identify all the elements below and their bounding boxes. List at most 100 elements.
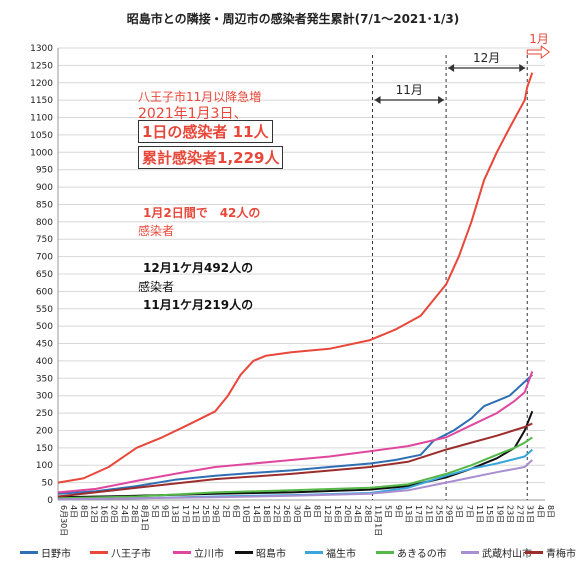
annotation-line6: 感染者: [138, 280, 175, 294]
legend-label: 立川市: [194, 549, 224, 560]
x-tick-label: 26日: [282, 505, 291, 523]
annotation-box1: 1日の感染者 11人: [138, 120, 273, 143]
x-tick-label: 29日: [445, 505, 454, 523]
series-line: [57, 374, 533, 495]
x-tick-label: 25日: [434, 505, 443, 523]
x-tick-label: 12日: [89, 505, 98, 523]
span-arrowhead-left: [374, 96, 381, 104]
y-tick-label: 150: [36, 444, 53, 454]
month-markers: 11月 12月 1月: [372, 32, 551, 500]
x-tick-label: 18日: [262, 505, 271, 523]
y-tick-label: 750: [36, 235, 53, 245]
x-tick-label: 5日: [150, 505, 159, 518]
x-tick-label: 28日: [130, 505, 139, 523]
legend-label: 八王子市: [111, 549, 151, 560]
jan-label: 1月: [529, 32, 549, 46]
x-tick-label: 14日: [252, 505, 261, 523]
x-tick-label: 5日: [384, 505, 393, 518]
x-tick-label: 17日: [181, 505, 190, 523]
y-tick-label: 50: [42, 479, 54, 489]
annotation-line7: 11月1ケ月219人の: [143, 298, 254, 312]
legend-label: 日野市: [41, 549, 71, 560]
legend-item: あきるの市: [376, 545, 447, 560]
x-tick-label: 24日: [120, 505, 129, 523]
x-tick-label: 6月30日: [59, 505, 68, 536]
x-tick-label: 9日: [160, 505, 169, 518]
x-tick-label: 8日: [313, 505, 322, 518]
x-tick-label: 11月1日: [374, 505, 383, 536]
x-tick-label: 10日: [242, 505, 251, 523]
annotation-line1: 八王子市11月以降急増: [138, 90, 262, 104]
y-tick-label: 300: [36, 392, 53, 402]
legend-swatch: [173, 551, 191, 554]
x-tick-label: 4日: [69, 505, 78, 518]
y-tick-label: 1100: [30, 114, 53, 124]
chart-title: 昭島市との隣接・周辺市の感染者発生累計(7/1～2021･1/3): [126, 12, 460, 26]
x-tick-label: 31日: [526, 505, 535, 523]
x-tick-label: 15日: [485, 505, 494, 523]
series-line: [57, 371, 534, 494]
annotation-line3: 1月2日間で 42人の: [143, 206, 261, 220]
x-tick-label: 22日: [272, 505, 281, 523]
x-tick-labels: 6月30日 4日 8日 12日 16日 20日 24日 28日 8月1日 5日 9日 13日 17日 21…: [59, 505, 555, 536]
x-tick-label: 25日: [201, 505, 210, 523]
x-tick-label: 21日: [424, 505, 433, 523]
x-tick-label: 24日: [353, 505, 362, 523]
legend-label: 昭島市: [256, 549, 286, 560]
legend-swatch: [305, 551, 323, 554]
y-tick-label: 1000: [30, 148, 53, 158]
y-tick-labels: 0 50 100 150 200 250 300 350 400 450 500 550 600 650 7…: [30, 44, 53, 506]
annotation-line4: 感染者: [138, 224, 175, 238]
y-tick-label: 400: [36, 357, 53, 367]
span-label: 11月: [396, 83, 423, 97]
x-tick-label: 4日: [303, 505, 312, 518]
x-tick-label: 6日: [231, 505, 240, 518]
y-tick-label: 0: [47, 496, 53, 506]
y-tick-label: 1300: [30, 44, 53, 54]
legend-swatch: [525, 551, 543, 554]
legend-label: 武蔵村山市: [482, 549, 532, 560]
y-tick-label: 250: [36, 409, 53, 419]
x-tick-label: 7日: [465, 505, 474, 518]
y-tick-label: 500: [36, 322, 53, 332]
x-tick-label: 20日: [343, 505, 352, 523]
legend-swatch: [20, 551, 38, 554]
span-arrowhead-left: [448, 64, 455, 72]
series-line: [57, 436, 533, 500]
legend-swatch: [90, 551, 108, 554]
annotation-line5: 12月1ケ月492人の: [143, 261, 254, 275]
jan-arrow-icon: [526, 45, 551, 59]
y-tick-label: 350: [36, 374, 53, 384]
y-tick-label: 450: [36, 340, 53, 350]
span-arrowhead-right: [519, 64, 526, 72]
y-tick-label: 1200: [30, 79, 53, 89]
y-tick-label: 950: [36, 166, 53, 176]
legend-label: 福生市: [326, 549, 356, 560]
series-line: [57, 459, 533, 501]
y-tick-label: 200: [36, 426, 53, 436]
x-tick-label: 8月1日: [140, 505, 149, 531]
x-tick-label: 4日: [536, 505, 545, 518]
x-tick-label: 2日: [221, 505, 230, 518]
y-tick-label: 800: [36, 218, 53, 228]
legend-item: 武蔵村山市: [461, 545, 532, 560]
y-tick-label: 700: [36, 253, 53, 263]
legend-item: 立川市: [173, 545, 224, 560]
x-tick-label: 13日: [404, 505, 413, 523]
annotation-line2: 2021年1月3日、: [138, 106, 248, 122]
y-tick-label: 100: [36, 461, 53, 471]
legend-item: 日野市: [20, 545, 71, 560]
y-tick-label: 900: [36, 183, 53, 193]
span-arrowhead-right: [438, 96, 445, 104]
y-tick-label: 650: [36, 270, 53, 280]
x-tick-label: 29日: [211, 505, 220, 523]
legend-swatch: [461, 551, 479, 554]
x-tick-label: 21日: [191, 505, 200, 523]
x-tick-label: 12日: [323, 505, 332, 523]
y-tick-label: 1150: [30, 96, 53, 106]
x-tick-label: 28日: [363, 505, 372, 523]
legend-swatch: [235, 551, 253, 554]
x-tick-label: 8日: [546, 505, 555, 518]
series-line: [57, 72, 534, 484]
